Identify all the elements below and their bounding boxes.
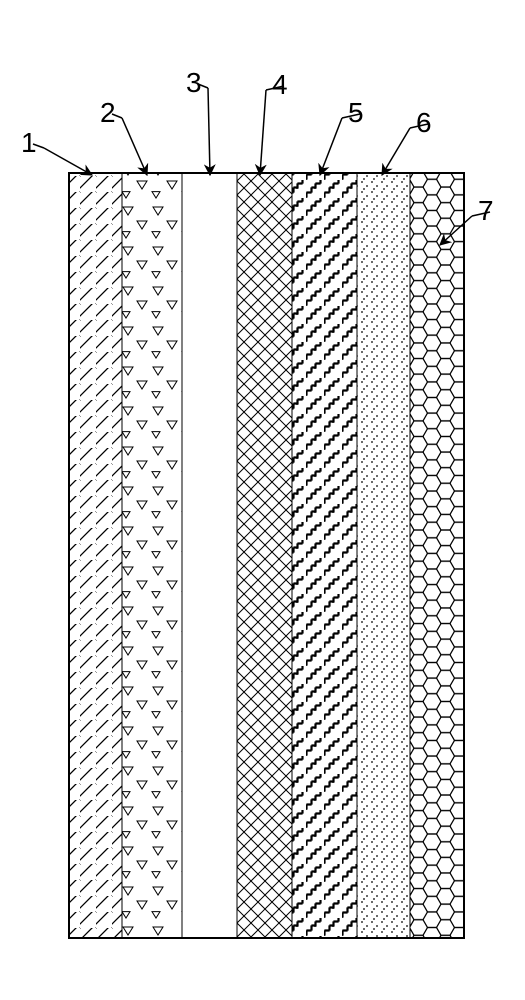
layer-7 [410, 173, 464, 938]
callout-leader-2 [122, 118, 147, 175]
callout-leader-1 [44, 148, 92, 175]
callout-label-4: 4 [272, 69, 288, 100]
layer-6 [357, 173, 410, 938]
callout-label-3: 3 [186, 67, 202, 98]
layers-group [69, 173, 464, 938]
layered-cross-section-diagram: 1 2 3 4 5 6 7 [0, 0, 525, 1000]
callout-3: 3 [186, 67, 210, 175]
callout-4: 4 [260, 69, 288, 175]
callout-leader-4 [260, 90, 266, 175]
callout-leader-3 [208, 88, 210, 175]
callout-label-5: 5 [348, 97, 364, 128]
callout-2: 2 [100, 97, 147, 175]
callout-label-1: 1 [21, 127, 37, 158]
callout-label-6: 6 [416, 107, 432, 138]
callout-5: 5 [320, 97, 364, 175]
layer-5 [292, 173, 357, 938]
callout-1: 1 [21, 127, 92, 175]
callout-leader-6 [382, 128, 410, 175]
layer-1 [69, 173, 122, 938]
layer-4 [237, 173, 292, 938]
callout-label-2: 2 [100, 97, 116, 128]
callout-6: 6 [382, 107, 432, 175]
callout-label-7: 7 [478, 195, 494, 226]
layer-2 [122, 173, 182, 938]
layer-3 [182, 173, 237, 938]
callout-leader-5 [320, 118, 342, 175]
